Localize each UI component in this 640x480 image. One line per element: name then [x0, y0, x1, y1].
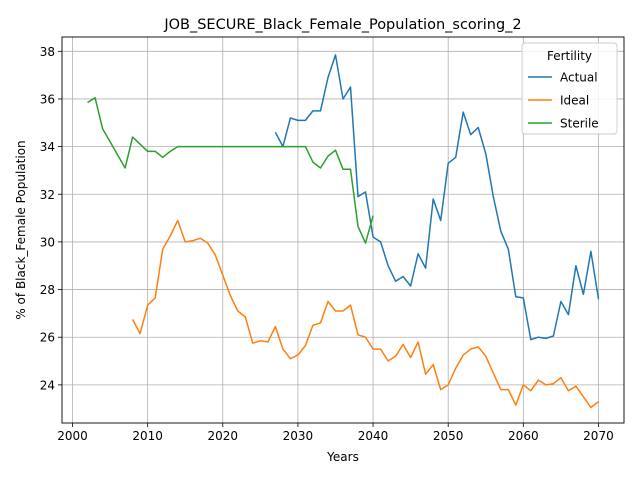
x-tick-label: 2050 [433, 429, 464, 443]
legend-box [521, 42, 618, 135]
x-tick-label: 2000 [57, 429, 88, 443]
y-tick-label: 32 [40, 188, 55, 202]
y-tick-label: 28 [40, 283, 55, 297]
legend-label-ideal: Ideal [560, 94, 589, 108]
x-axis-label: Years [326, 450, 359, 464]
series-line-actual [274, 54, 600, 341]
plot-area-frame [61, 36, 625, 424]
x-tick-label: 2060 [508, 429, 539, 443]
y-tick-label: 30 [40, 235, 55, 249]
legend-title: Fertility [547, 49, 592, 63]
series-line-ideal [131, 219, 599, 409]
y-tick-label: 38 [40, 45, 55, 59]
y-tick-label: 34 [40, 140, 55, 154]
x-tick-label: 2010 [132, 429, 163, 443]
y-tick-label: 26 [40, 331, 55, 345]
y-axis-ticks: 24 26 28 30 32 34 36 38 [40, 45, 62, 392]
y-tick-label: 36 [40, 92, 55, 106]
y-tick-label: 24 [40, 378, 55, 392]
y-axis-label: % of Black_Female Population [14, 140, 28, 319]
legend: Fertility Actual Ideal Sterile [521, 42, 618, 135]
series-line-sterile [87, 97, 374, 244]
series-lines [87, 54, 600, 409]
x-tick-label: 2040 [358, 429, 389, 443]
legend-entries: Actual Ideal Sterile [528, 71, 599, 131]
legend-label-actual: Actual [560, 71, 598, 85]
x-axis-ticks: 2000 2010 2020 2030 2040 2050 2060 2070 [57, 423, 614, 443]
x-tick-label: 2030 [283, 429, 314, 443]
x-tick-label: 2020 [208, 429, 239, 443]
x-tick-label: 2070 [583, 429, 614, 443]
chart-title: JOB_SECURE_Black_Female_Population_scori… [163, 17, 521, 33]
legend-label-sterile: Sterile [560, 117, 599, 131]
